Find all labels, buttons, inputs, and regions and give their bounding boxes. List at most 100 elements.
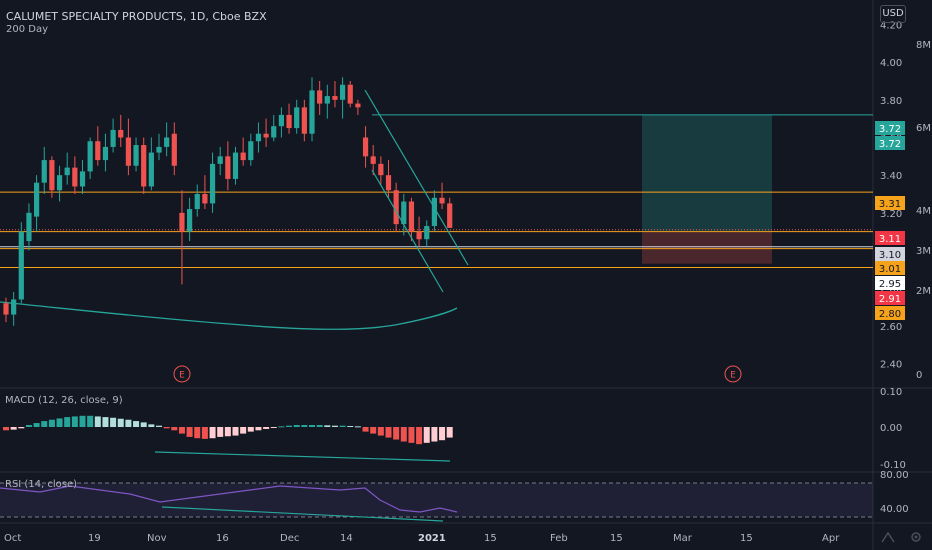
candle-body <box>401 201 407 225</box>
time-tick: 2021 <box>418 533 446 544</box>
ma-indicator-label[interactable]: 200 Day <box>6 24 49 35</box>
candle-body <box>255 133 262 142</box>
macd-bar <box>331 425 338 427</box>
macd-bar <box>347 426 354 428</box>
macd-bar <box>232 427 239 436</box>
candle-body <box>332 96 338 100</box>
rsi-tick: 40.00 <box>880 504 909 515</box>
macd-bar <box>286 425 293 427</box>
volume-tick: 0 <box>916 370 922 381</box>
candle-body <box>202 194 208 204</box>
rsi-band <box>0 483 873 517</box>
price-tag-label: 3.10 <box>879 250 901 261</box>
candle-body <box>416 231 422 240</box>
candle-body <box>64 167 70 176</box>
candle-body <box>209 163 216 204</box>
macd-bar <box>171 427 178 431</box>
macd-bar <box>3 427 9 431</box>
volume-tick: 6M <box>916 123 931 134</box>
candle-body <box>370 156 376 164</box>
position-stop-zone <box>642 231 772 264</box>
macd-bar <box>309 425 315 427</box>
candle-body <box>324 96 330 104</box>
candle-body <box>362 137 369 157</box>
macd-bar <box>393 427 400 440</box>
macd-title[interactable]: MACD (12, 26, close, 9) <box>5 395 123 406</box>
candle-body <box>263 133 269 138</box>
time-tick: Oct <box>4 533 21 544</box>
price-tick: 4.20 <box>880 20 902 31</box>
rsi-line <box>0 485 458 513</box>
price-tick: 3.80 <box>880 96 902 107</box>
price-tag-label: 2.95 <box>879 279 901 290</box>
price-tag-label: 2.91 <box>879 294 901 305</box>
symbol-title[interactable]: CALUMET SPECIALTY PRODUCTS, 1D, Cboe BZX <box>6 10 267 23</box>
candle-body <box>286 114 292 129</box>
macd-tick: 0.10 <box>880 387 902 398</box>
candle-body <box>294 107 300 129</box>
time-tick: 16 <box>216 533 229 544</box>
candle-body <box>217 156 223 164</box>
macd-bar <box>94 416 101 427</box>
candle-body <box>447 203 453 228</box>
price-tag-label: 3.01 <box>879 264 901 275</box>
settings-gear-icon[interactable] <box>908 530 924 544</box>
auto-scale-icon[interactable] <box>880 530 896 544</box>
macd-bar <box>255 427 262 431</box>
macd-bar <box>194 427 201 439</box>
currency-button[interactable]: USD <box>880 5 906 23</box>
macd-bar <box>201 427 208 439</box>
candle-body <box>408 201 415 232</box>
macd-bar <box>64 417 71 427</box>
macd-bar <box>79 415 86 427</box>
macd-bar <box>270 427 277 428</box>
price-tick: 2.60 <box>880 322 902 333</box>
time-tick: Nov <box>147 533 167 544</box>
macd-bar <box>400 427 407 442</box>
price-tag-label: 3.11 <box>879 234 901 245</box>
price-tag <box>875 291 905 305</box>
macd-bar <box>48 419 55 427</box>
candle-body <box>156 146 162 153</box>
earnings-label: E <box>179 371 185 381</box>
earnings-label: E <box>730 371 736 381</box>
rsi-title[interactable]: RSI (14, close) <box>5 479 78 490</box>
candle-body <box>271 126 277 138</box>
candle-body <box>26 212 32 242</box>
macd-bar <box>278 426 285 428</box>
channel-upper-line <box>364 89 469 266</box>
price-tag-label: 3.72 <box>879 139 901 150</box>
macd-bar <box>316 425 323 427</box>
candle-body <box>164 137 170 147</box>
volume-tick: 8M <box>916 40 931 51</box>
candle-body <box>49 160 55 191</box>
macd-bar <box>377 427 384 436</box>
price-tag <box>875 306 905 320</box>
macd-bar <box>224 427 231 437</box>
macd-bar <box>163 427 170 429</box>
candle-body <box>232 152 239 179</box>
macd-divergence-line <box>154 451 451 462</box>
candle-body <box>3 303 9 315</box>
macd-bar <box>362 427 369 432</box>
candle-body <box>133 145 139 166</box>
time-tick: 15 <box>484 533 497 544</box>
macd-bar <box>56 418 63 427</box>
candle-body <box>118 129 124 138</box>
macd-bar <box>25 425 32 427</box>
macd-bar <box>148 424 155 427</box>
candle-body <box>355 103 361 108</box>
candle-body <box>79 171 86 187</box>
rsi-divergence-line <box>161 506 444 522</box>
macd-bar <box>102 417 109 427</box>
macd-bar <box>41 421 48 427</box>
macd-bar <box>10 427 17 430</box>
candle-body <box>385 175 392 191</box>
ma-200-line <box>0 301 458 330</box>
macd-bar <box>408 427 415 443</box>
candle-body <box>102 146 109 161</box>
candle-body <box>56 175 63 191</box>
price-tag <box>875 276 905 290</box>
macd-bar <box>133 421 140 427</box>
